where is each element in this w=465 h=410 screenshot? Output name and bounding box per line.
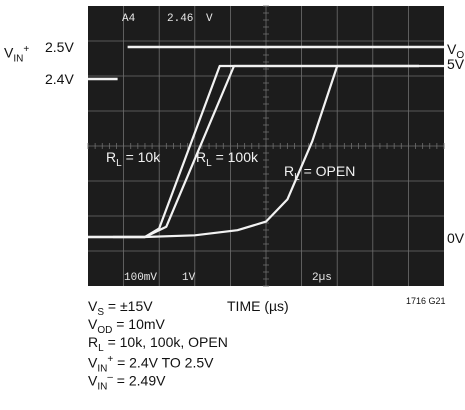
figure-id: 1716 G21 [406,296,446,306]
x-axis-label: TIME (µs) [227,298,289,314]
output-level-low: 0V [447,230,465,246]
condition-vin-plus: VIN+ = 2.4V TO 2.5V [88,354,214,375]
screen-label-scale1: 1V [182,272,196,284]
input-level-low: 2.4V [45,71,74,87]
traces [88,45,444,239]
series-label-open: RL = OPEN [284,163,356,183]
output-level-high: 5V [447,56,465,72]
screen-label-unit: V [206,13,213,25]
screen-label-vscale: 100mV [124,272,157,284]
series-label-100k: RL = 100k [196,149,259,169]
screen-label-channel: A4 [122,13,136,25]
condition-vod: VOD = 10mV [88,316,165,336]
series-label-10k: RL = 10k [106,149,161,169]
input-level-high: 2.5V [45,39,74,55]
grid [87,5,445,287]
condition-rl: RL = 10k, 100k, OPEN [88,334,228,354]
output-axis-label: VO [447,41,465,61]
screen-label-value: 2.46 [167,13,193,25]
condition-vin-minus: VIN– = 2.49V [88,372,166,393]
trace-rl-open [88,64,420,239]
condition-vs: VS = ±15V [88,298,153,318]
screen-label-tscale: 2µs [312,272,332,284]
input-axis-label: VIN+ [4,44,30,65]
